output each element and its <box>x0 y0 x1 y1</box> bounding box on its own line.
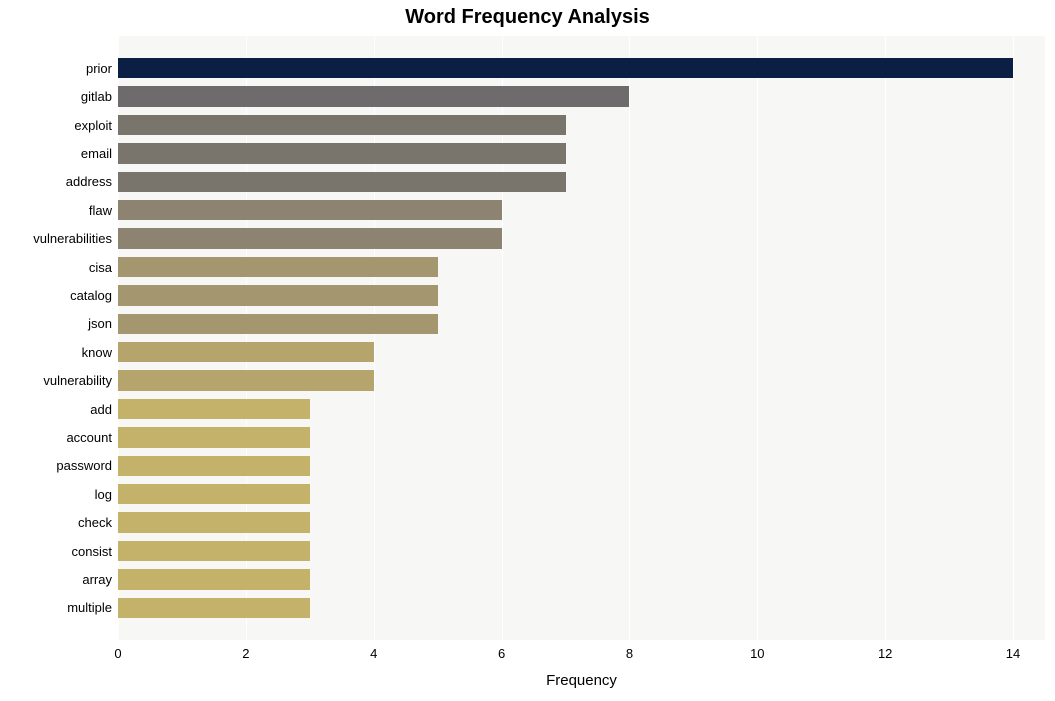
chart-container: Word Frequency Analysis Frequency 0 2 4 6 8 1… <box>0 0 1055 701</box>
bar <box>118 172 566 192</box>
x-tick-label: 4 <box>370 646 377 661</box>
y-tick-label: array <box>82 572 112 587</box>
x-tick-label: 8 <box>626 646 633 661</box>
bar <box>118 285 438 305</box>
plot-area <box>118 36 1045 640</box>
grid-line <box>1013 36 1014 640</box>
y-tick-label: multiple <box>67 600 112 615</box>
y-tick-label: json <box>88 316 112 331</box>
x-tick-label: 14 <box>1006 646 1020 661</box>
y-tick-label: address <box>66 174 112 189</box>
y-tick-label: consist <box>72 544 112 559</box>
y-tick-label: password <box>56 458 112 473</box>
bar <box>118 143 566 163</box>
x-tick-label: 2 <box>242 646 249 661</box>
x-tick-label: 12 <box>878 646 892 661</box>
grid-line <box>885 36 886 640</box>
bar <box>118 456 310 476</box>
x-tick-label: 10 <box>750 646 764 661</box>
y-tick-label: vulnerabilities <box>33 231 112 246</box>
bar <box>118 115 566 135</box>
bar <box>118 427 310 447</box>
chart-title: Word Frequency Analysis <box>0 6 1055 29</box>
y-tick-label: catalog <box>70 288 112 303</box>
bar <box>118 257 438 277</box>
y-tick-label: vulnerability <box>43 373 112 388</box>
bar <box>118 569 310 589</box>
y-tick-label: know <box>82 345 112 360</box>
y-tick-label: log <box>95 487 112 502</box>
x-tick-label: 6 <box>498 646 505 661</box>
bar <box>118 86 629 106</box>
x-tick-label: 0 <box>114 646 121 661</box>
y-tick-label: email <box>81 146 112 161</box>
grid-line <box>629 36 630 640</box>
bar <box>118 512 310 532</box>
bar <box>118 228 502 248</box>
y-tick-label: account <box>66 430 112 445</box>
bar <box>118 484 310 504</box>
bar <box>118 200 502 220</box>
bar <box>118 598 310 618</box>
x-axis-label: Frequency <box>118 672 1045 689</box>
bar <box>118 314 438 334</box>
bar <box>118 399 310 419</box>
y-tick-label: flaw <box>89 203 112 218</box>
bar <box>118 541 310 561</box>
grid-line <box>757 36 758 640</box>
y-tick-label: prior <box>86 61 112 76</box>
bar <box>118 342 374 362</box>
bar <box>118 58 1013 78</box>
y-tick-label: check <box>78 515 112 530</box>
bar <box>118 370 374 390</box>
y-tick-label: cisa <box>89 260 112 275</box>
y-tick-label: add <box>90 402 112 417</box>
y-tick-label: gitlab <box>81 89 112 104</box>
y-tick-label: exploit <box>74 118 112 133</box>
